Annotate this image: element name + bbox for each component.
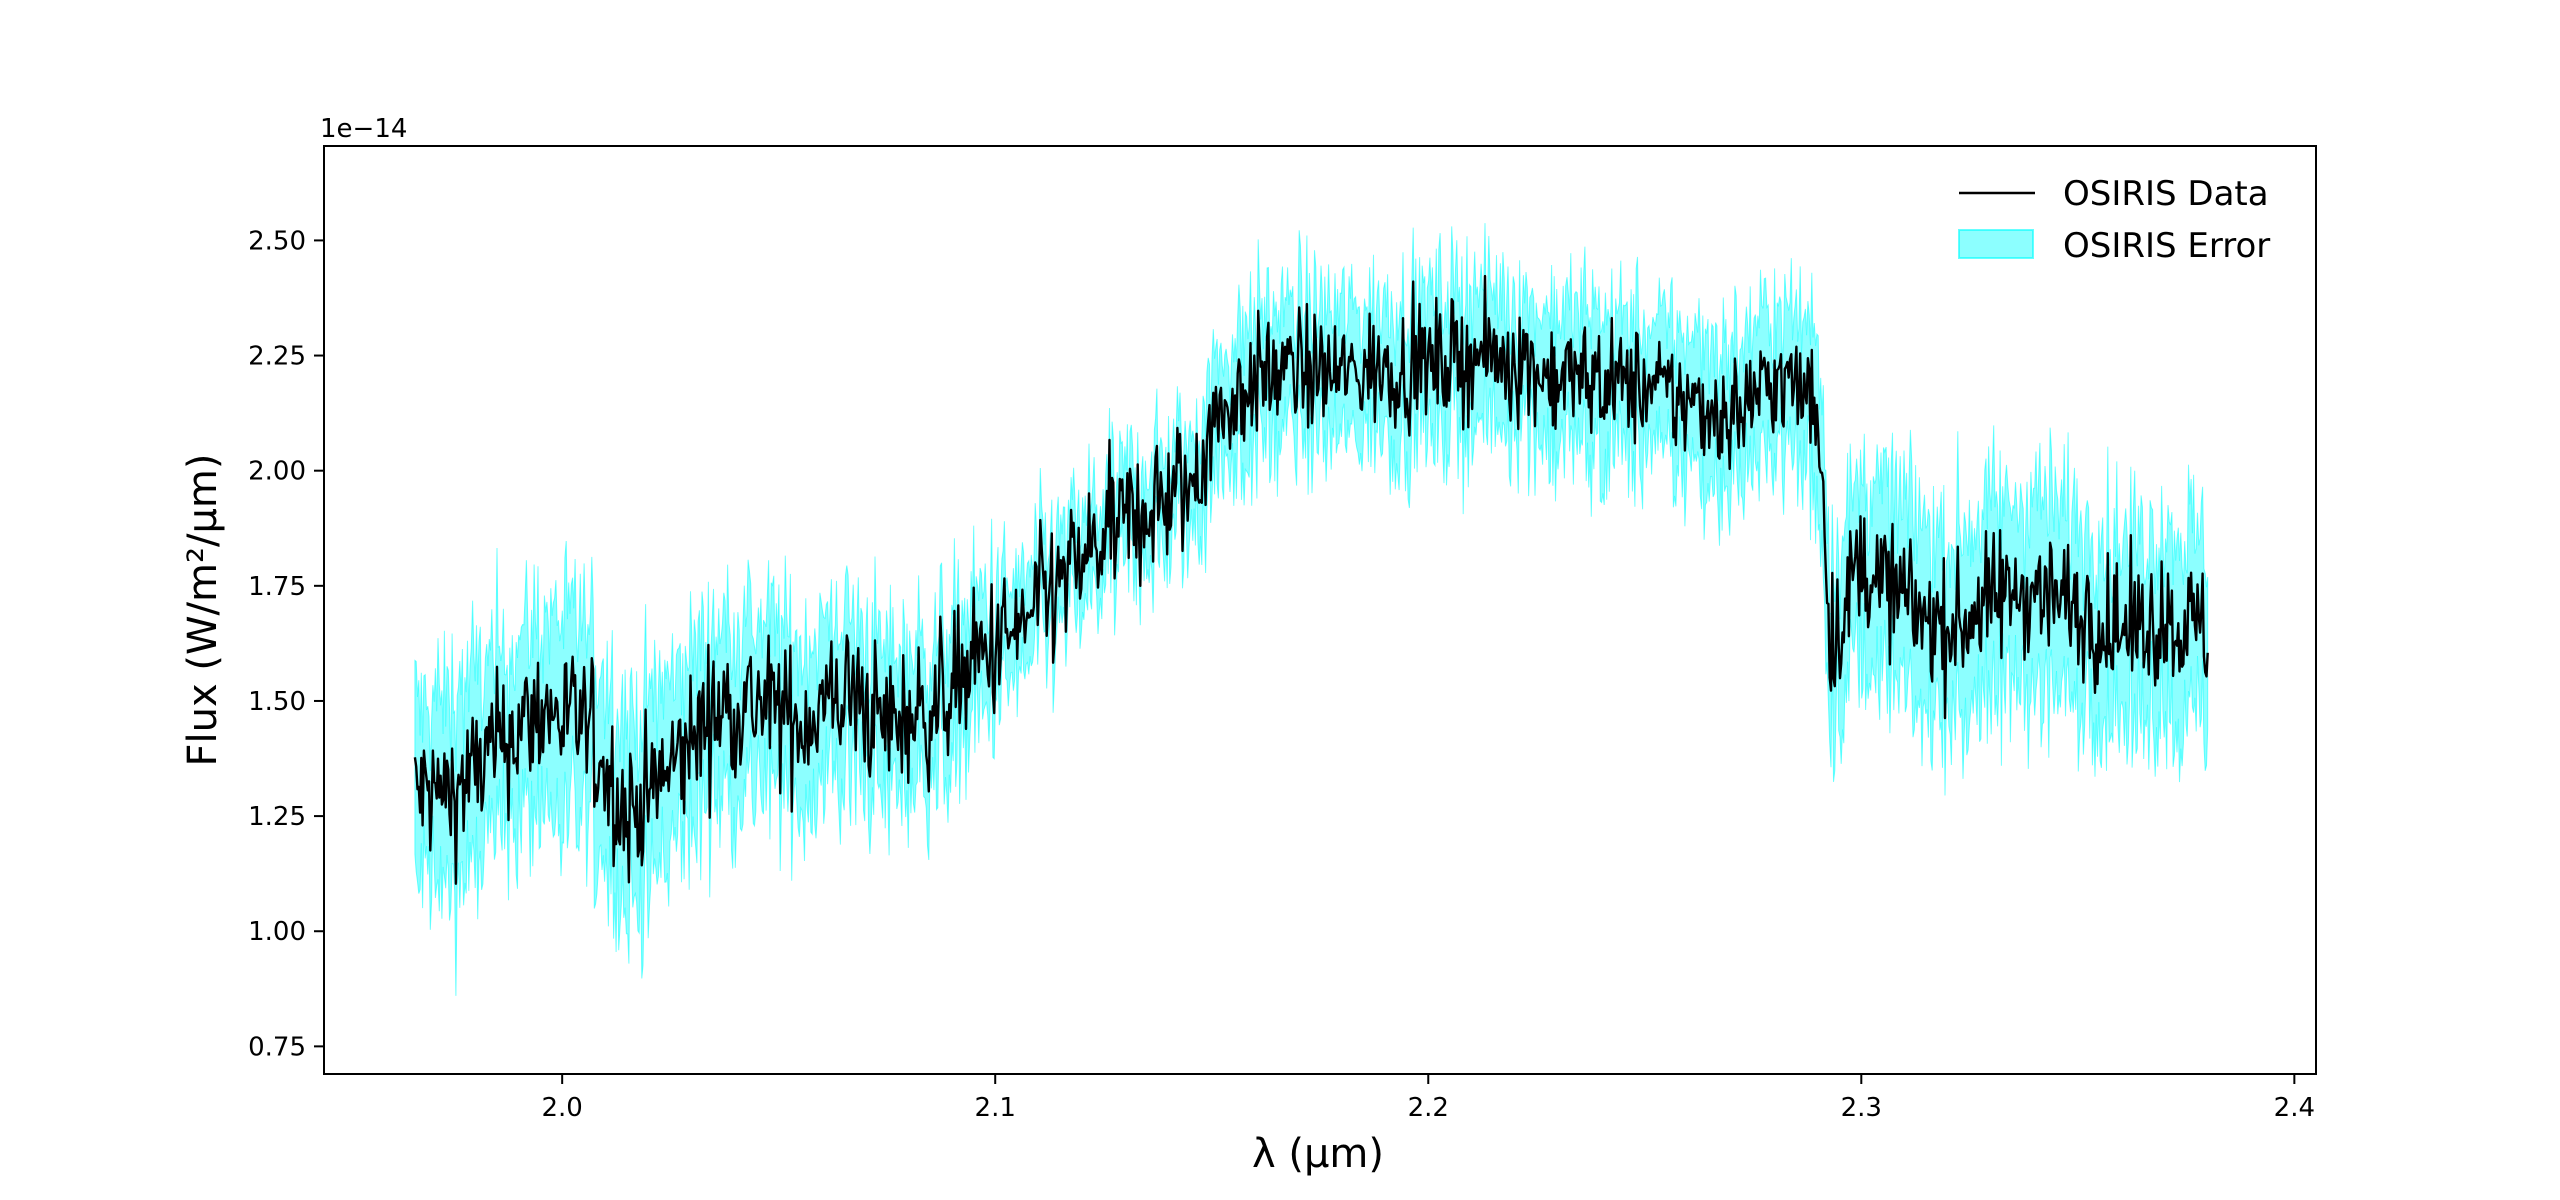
y-tick-label: 0.75 — [248, 1032, 306, 1062]
legend-label-data: OSIRIS Data — [2063, 174, 2269, 214]
osiris-data-line — [413, 274, 2209, 885]
y-tick-label: 1.25 — [248, 802, 306, 832]
legend: OSIRIS Data OSIRIS Error — [1958, 174, 2270, 266]
y-axis-label: Flux (W/m²/μm) — [180, 454, 226, 767]
x-tick-label: 2.2 — [1408, 1093, 1449, 1123]
legend-band-swatch — [1958, 229, 2034, 259]
y-tick-label: 2.00 — [248, 457, 306, 487]
error-band-layer — [414, 223, 2209, 996]
x-tick-label: 2.3 — [1841, 1093, 1882, 1123]
plot-frame — [323, 145, 2317, 1075]
y-tick-label: 1.00 — [248, 917, 306, 947]
x-tick-label: 2.0 — [541, 1093, 582, 1123]
x-axis-label: λ (μm) — [1252, 1131, 1384, 1177]
y-tick-label: 1.50 — [248, 687, 306, 717]
x-tick-label: 2.4 — [2274, 1093, 2315, 1123]
data-line-layer — [413, 274, 2209, 885]
y-offset-text: 1e−14 — [320, 114, 407, 144]
osiris-error-band — [414, 223, 2209, 996]
y-tick-label: 1.75 — [248, 572, 306, 602]
y-tick-label: 2.25 — [248, 342, 306, 372]
x-axis: 2.0 2.1 2.2 2.3 2.4 — [541, 1074, 2315, 1123]
legend-label-error: OSIRIS Error — [2063, 226, 2270, 266]
x-tick-label: 2.1 — [975, 1093, 1016, 1123]
y-axis: 0.75 1.00 1.25 1.50 1.75 2.00 2.25 2.50 — [248, 226, 324, 1062]
y-tick-label: 2.50 — [248, 226, 306, 256]
